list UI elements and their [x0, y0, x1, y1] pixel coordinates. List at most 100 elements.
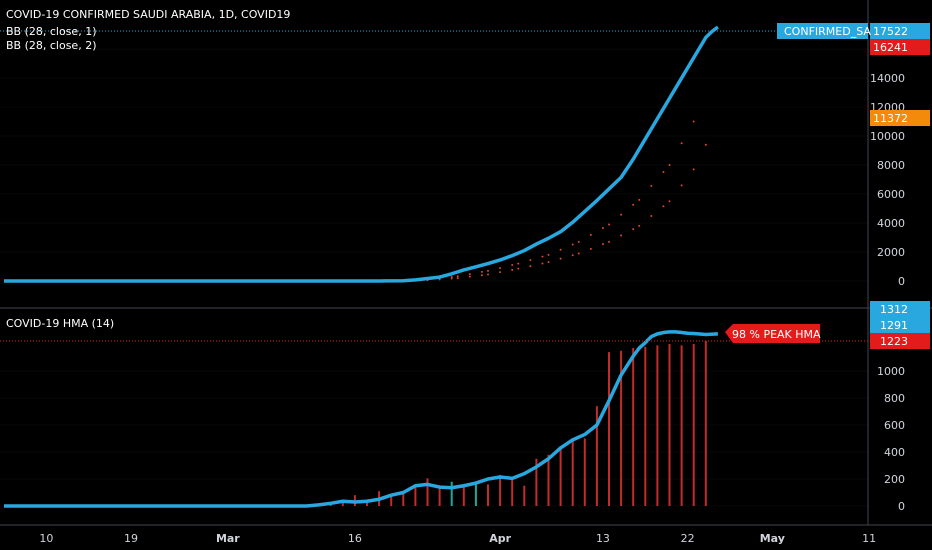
- bb-lower-dot: [692, 168, 695, 171]
- price-badge-value: 16241: [873, 41, 908, 54]
- bb-upper-dot: [529, 259, 532, 262]
- y-tick-label: 1000: [877, 365, 905, 378]
- y-tick-label: 0: [898, 500, 905, 513]
- bb-lower-dot: [559, 257, 562, 260]
- bb-upper-dot: [662, 170, 665, 173]
- y-tick-label: 6000: [877, 188, 905, 201]
- bb-lower-dot: [571, 254, 574, 257]
- x-tick-label: 16: [348, 532, 362, 545]
- price-badge-value: 1223: [880, 335, 908, 348]
- peak-annotation-label: 98 % PEAK HMA: [732, 328, 821, 341]
- bb-upper-dot: [456, 275, 459, 278]
- bb-lower-dot: [456, 277, 459, 280]
- bb-upper-dot: [632, 203, 635, 206]
- bottom-pane-series: [4, 330, 718, 508]
- top-pane-series: [4, 25, 719, 283]
- bb-upper-dot: [480, 270, 483, 273]
- bb-lower-dot: [668, 200, 671, 203]
- price-reference-lines: [0, 30, 868, 342]
- price-badge-value: 11372: [873, 112, 908, 125]
- price-badge: [870, 110, 930, 126]
- bb-lower-dot: [541, 262, 544, 265]
- price-badge: [870, 23, 930, 39]
- price-badge: [870, 317, 930, 333]
- series-label-badge: [777, 23, 868, 39]
- price-badge-value: 1291: [880, 319, 908, 332]
- price-badge: [870, 333, 930, 349]
- series-label-text: CONFIRMED_SA: [784, 25, 871, 38]
- hma-legend[interactable]: COVID-19 HMA (14): [6, 317, 114, 330]
- bb-lower-dot: [638, 224, 641, 227]
- bb-upper-dot: [650, 184, 653, 187]
- time-scale: 10 19 Mar 16 Apr 13 22 May 11: [39, 532, 876, 545]
- y-tick-label: 4000: [877, 217, 905, 230]
- bb-lower-dot: [608, 240, 610, 243]
- bb-upper-dot: [450, 275, 453, 278]
- bb-upper-dot: [620, 213, 623, 216]
- x-tick-label: Apr: [489, 532, 511, 545]
- bb-upper-dot: [680, 142, 683, 145]
- bb1-legend[interactable]: BB (28, close, 1): [6, 25, 97, 38]
- bb-lower-dot: [517, 267, 520, 270]
- bb-lower-dot: [547, 261, 550, 264]
- x-tick-label: 10: [39, 532, 53, 545]
- bb-upper-dot: [511, 264, 514, 267]
- bb-lower-dot: [511, 268, 514, 271]
- bb-upper-dot: [517, 262, 520, 265]
- price-badge-value: 1312: [880, 303, 908, 316]
- bb-upper-dot: [668, 164, 671, 167]
- x-tick-label: 19: [124, 532, 138, 545]
- bb-upper-dot: [541, 255, 544, 258]
- bb-lower-dot: [499, 271, 502, 274]
- bb-lower-dot: [662, 205, 665, 208]
- bb-upper-dot: [468, 273, 471, 276]
- x-tick-label: 13: [596, 532, 610, 545]
- peak-annotation-box: [725, 324, 820, 343]
- price-badge-value: 17522: [873, 25, 908, 38]
- bb-upper-dot: [559, 248, 562, 251]
- bb-lower-dot: [589, 247, 592, 250]
- bb-lower-dot: [680, 184, 683, 187]
- confirmed-line: [4, 25, 719, 283]
- x-tick-label: 22: [681, 532, 695, 545]
- bb-upper-dot: [589, 233, 592, 236]
- y-tick-label: 0: [898, 275, 905, 288]
- bb-lower-dot: [577, 252, 580, 255]
- bb-upper-dot: [601, 226, 604, 229]
- bb-lower-dot: [468, 275, 471, 278]
- bb-upper-dot: [571, 243, 574, 246]
- bottom-price-scale: 0 200 400 600 800 1000: [877, 365, 905, 513]
- y-tick-label: 2000: [877, 246, 905, 259]
- y-tick-label: 400: [884, 446, 905, 459]
- top-legend-title[interactable]: COVID-19 CONFIRMED SAUDI ARABIA, 1D, COV…: [6, 8, 290, 21]
- bb-upper-dot: [577, 240, 580, 243]
- bb-lower-dot: [529, 265, 532, 268]
- y-tick-label: 600: [884, 419, 905, 432]
- bb-upper-dot: [547, 253, 550, 256]
- peak-annotation: 98 % PEAK HMA: [725, 324, 821, 343]
- bb-upper-dot: [692, 120, 695, 123]
- x-tick-label: Mar: [216, 532, 240, 545]
- grid-lines: [0, 48, 868, 507]
- bb-upper-dot: [487, 269, 489, 272]
- bb-upper-dot: [608, 223, 610, 226]
- y-tick-label: 200: [884, 473, 905, 486]
- bb-lower-dot: [487, 273, 489, 276]
- y-tick-label: 10000: [870, 130, 905, 143]
- x-tick-label: 11: [862, 532, 876, 545]
- bb-lower-dot: [632, 228, 635, 231]
- y-tick-label: 800: [884, 392, 905, 405]
- price-badge: [870, 301, 930, 317]
- bb-lower-dot: [650, 215, 653, 218]
- bb2-legend[interactable]: BB (28, close, 2): [6, 39, 97, 52]
- price-badge: [870, 39, 930, 55]
- hma-line: [4, 330, 718, 508]
- x-tick-label: May: [760, 532, 785, 545]
- bb-upper-dot: [638, 198, 641, 201]
- y-tick-label: 14000: [870, 72, 905, 85]
- y-tick-label: 8000: [877, 159, 905, 172]
- bb-lower-dot: [450, 277, 453, 280]
- bb-lower-dot: [601, 243, 604, 246]
